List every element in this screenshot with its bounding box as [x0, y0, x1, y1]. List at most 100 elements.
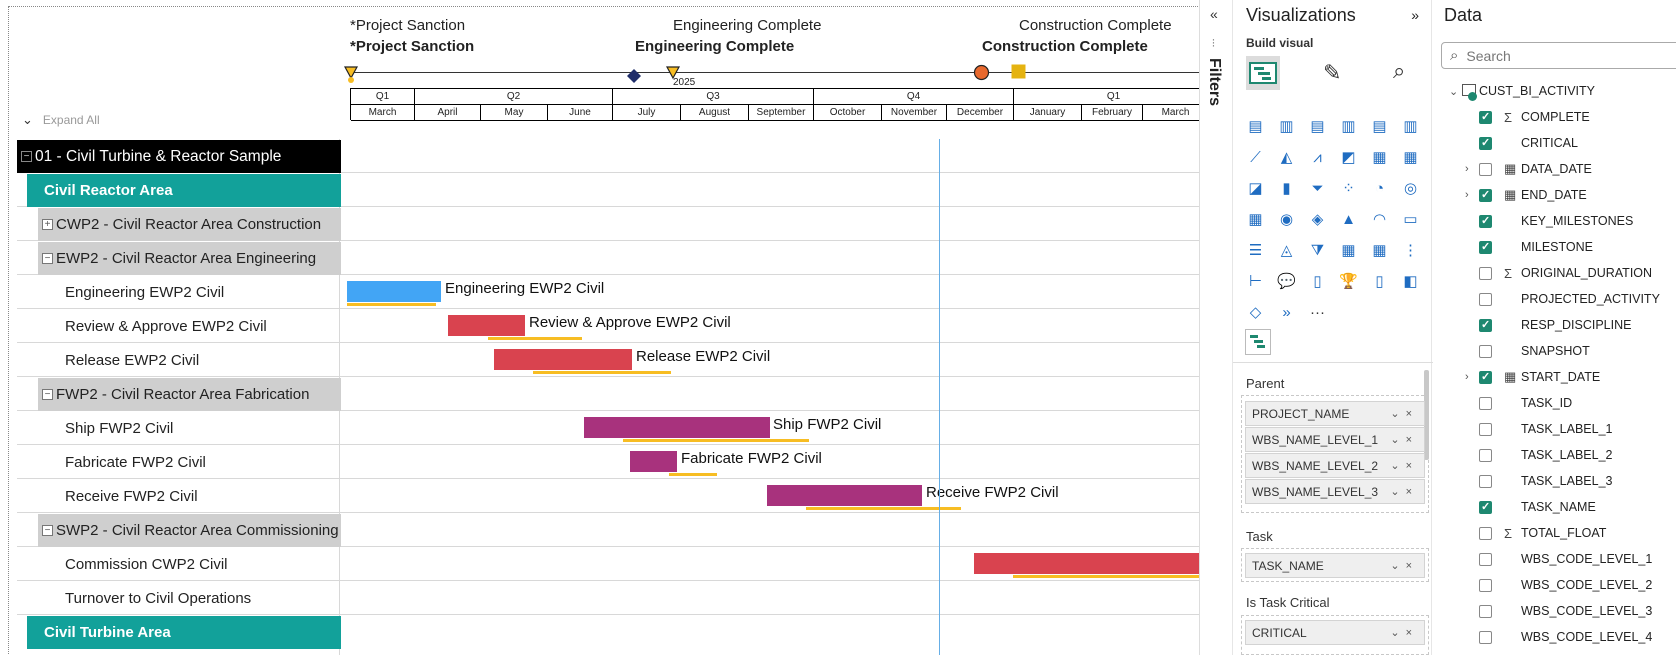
field-pill[interactable]: CRITICAL ⌄× — [1245, 620, 1425, 645]
field-checkbox[interactable] — [1479, 214, 1492, 228]
power-apps-icon[interactable]: ◇ — [1249, 304, 1262, 321]
slicer-icon[interactable]: ⧩ — [1310, 241, 1325, 259]
field-item[interactable]: Σ TOTAL_FLOAT — [1433, 520, 1676, 546]
treemap-icon[interactable]: ▦ — [1248, 211, 1263, 228]
field-item[interactable]: RESP_DISCIPLINE — [1433, 312, 1676, 338]
field-pill-actions-icon[interactable]: ⌄× — [1390, 486, 1418, 498]
field-item[interactable]: TASK_NAME — [1433, 494, 1676, 520]
field-item[interactable]: WBS_CODE_LEVEL_3 — [1433, 598, 1676, 624]
field-item[interactable]: WBS_CODE_LEVEL_1 — [1433, 546, 1676, 572]
task-bar[interactable] — [974, 553, 1199, 574]
donut-chart-icon[interactable]: ◎ — [1403, 180, 1418, 197]
field-item[interactable]: TASK_ID — [1433, 390, 1676, 416]
collapse-left-icon[interactable]: « — [1210, 6, 1218, 22]
package-row-label[interactable]: − EWP2 - Civil Reactor Area Engineering — [38, 242, 341, 275]
field-pill-actions-icon[interactable]: ⌄× — [1390, 627, 1418, 639]
field-checkbox[interactable] — [1479, 630, 1492, 644]
expand-right-icon[interactable]: » — [1411, 7, 1419, 23]
field-checkbox[interactable] — [1479, 136, 1492, 150]
gantt-visual[interactable]: *Project Sanction *Project Sanction Engi… — [0, 0, 1199, 655]
field-pill-actions-icon[interactable]: ⌄× — [1390, 560, 1418, 572]
power-automate-icon[interactable]: » — [1282, 303, 1291, 321]
expand-icon[interactable]: + — [42, 219, 53, 230]
filters-pane-collapsed[interactable]: « ⫶ Filters — [1199, 0, 1232, 655]
funnel-chart-icon[interactable]: ⏷ — [1311, 179, 1324, 197]
collapse-icon[interactable]: − — [42, 253, 53, 264]
field-pill[interactable]: WBS_NAME_LEVEL_3 ⌄× — [1245, 479, 1425, 504]
100-bar-chart-icon[interactable]: ▤ — [1372, 118, 1387, 135]
card-icon[interactable]: ▭ — [1403, 211, 1418, 228]
field-item[interactable]: TASK_LABEL_3 — [1433, 468, 1676, 494]
collapse-icon[interactable]: − — [42, 525, 53, 536]
line-stacked-column-icon[interactable]: ▦ — [1403, 149, 1418, 166]
build-visual-tab[interactable] — [1246, 56, 1280, 90]
field-checkbox[interactable] — [1479, 422, 1492, 436]
milestone-circle-marker[interactable] — [973, 64, 990, 81]
task-bar[interactable] — [448, 315, 525, 336]
custom-gantt-visual-icon[interactable] — [1245, 329, 1271, 355]
smart-narrative-icon[interactable]: ▯ — [1313, 273, 1322, 290]
field-pill[interactable]: PROJECT_NAME ⌄× — [1245, 401, 1425, 426]
package-row-label[interactable]: − FWP2 - Civil Reactor Area Fabrication — [38, 378, 341, 411]
more-visuals-icon[interactable]: ··· — [1310, 303, 1325, 321]
scrollbar[interactable] — [1424, 370, 1429, 460]
clustered-column-chart-icon[interactable]: ▥ — [1341, 118, 1356, 135]
task-bar[interactable] — [630, 451, 677, 472]
field-checkbox[interactable] — [1479, 266, 1492, 280]
task-bar[interactable] — [584, 417, 770, 438]
filters-label[interactable]: Filters — [1206, 58, 1223, 107]
area-row-label[interactable]: Civil Turbine Area — [27, 616, 341, 649]
milestone-triangle-marker[interactable] — [343, 64, 359, 84]
ribbon-icon[interactable]: ◪ — [1248, 180, 1263, 197]
filled-map-icon[interactable]: ◈ — [1311, 211, 1324, 228]
table-icon[interactable]: ▦ — [1341, 242, 1356, 259]
field-pill[interactable]: TASK_NAME ⌄× — [1245, 553, 1425, 578]
field-checkbox[interactable] — [1479, 344, 1492, 358]
field-checkbox[interactable] — [1479, 162, 1492, 176]
field-item[interactable]: Σ ORIGINAL_DURATION — [1433, 260, 1676, 286]
expand-all-button[interactable]: ⌄ Expand All — [22, 112, 100, 128]
field-checkbox[interactable] — [1479, 370, 1492, 384]
gauge-icon[interactable]: ◠ — [1372, 211, 1387, 228]
field-item[interactable]: SNAPSHOT — [1433, 338, 1676, 364]
collapse-icon[interactable]: − — [42, 389, 53, 400]
milestone-square-marker[interactable] — [1011, 64, 1026, 79]
field-item[interactable]: TASK_LABEL_1 — [1433, 416, 1676, 442]
field-item[interactable]: Σ COMPLETE — [1433, 104, 1676, 130]
table-node[interactable]: ⌄ CUST_BI_ACTIVITY — [1433, 78, 1676, 104]
scatter-chart-icon[interactable]: ⁘ — [1342, 180, 1355, 197]
matrix-icon[interactable]: ▦ — [1372, 242, 1387, 259]
goals-icon[interactable]: 🏆 — [1339, 273, 1358, 290]
project-row-label[interactable]: −01 - Civil Turbine & Reactor Sample — [17, 140, 341, 173]
field-item[interactable]: › ▦ DATA_DATE — [1433, 156, 1676, 182]
chevron-right-icon[interactable]: › — [1465, 163, 1469, 175]
field-checkbox[interactable] — [1479, 552, 1492, 566]
ribbon-chart-icon[interactable]: ◩ — [1341, 149, 1356, 166]
chevron-right-icon[interactable]: › — [1465, 371, 1469, 383]
line-column-chart-icon[interactable]: ▦ — [1372, 149, 1387, 166]
task-row-label[interactable]: Turnover to Civil Operations — [65, 590, 252, 607]
task-bar[interactable] — [494, 349, 632, 370]
field-checkbox[interactable] — [1479, 396, 1492, 410]
task-row-label[interactable]: Release EWP2 Civil — [65, 352, 200, 369]
package-row-label[interactable]: + CWP2 - Civil Reactor Area Construction — [38, 208, 341, 241]
pie-chart-icon[interactable]: ◔ — [1374, 179, 1385, 197]
stacked-column-chart-icon[interactable]: ▥ — [1279, 118, 1294, 135]
clustered-bar-chart-icon[interactable]: ▤ — [1310, 118, 1325, 135]
field-checkbox[interactable] — [1479, 578, 1492, 592]
paginated-report-icon[interactable]: ▯ — [1375, 273, 1384, 290]
line-chart-icon[interactable]: ⟋ — [1250, 148, 1261, 166]
field-checkbox[interactable] — [1479, 188, 1492, 202]
task-row-label[interactable]: Receive FWP2 Civil — [65, 488, 198, 505]
area-chart-icon[interactable]: ◭ — [1280, 149, 1293, 166]
parent-well[interactable] — [1241, 395, 1429, 513]
waterfall-chart-icon[interactable]: ▮ — [1282, 180, 1291, 197]
task-row-label[interactable]: Fabricate FWP2 Civil — [65, 454, 206, 471]
field-checkbox[interactable] — [1479, 292, 1492, 306]
field-checkbox[interactable] — [1479, 500, 1492, 514]
collapse-icon[interactable]: − — [21, 151, 32, 162]
field-checkbox[interactable] — [1479, 448, 1492, 462]
field-pill[interactable]: WBS_NAME_LEVEL_2 ⌄× — [1245, 453, 1425, 478]
format-visual-icon[interactable]: ✎ — [1323, 60, 1342, 85]
qa-icon[interactable]: 💬 — [1277, 273, 1296, 290]
